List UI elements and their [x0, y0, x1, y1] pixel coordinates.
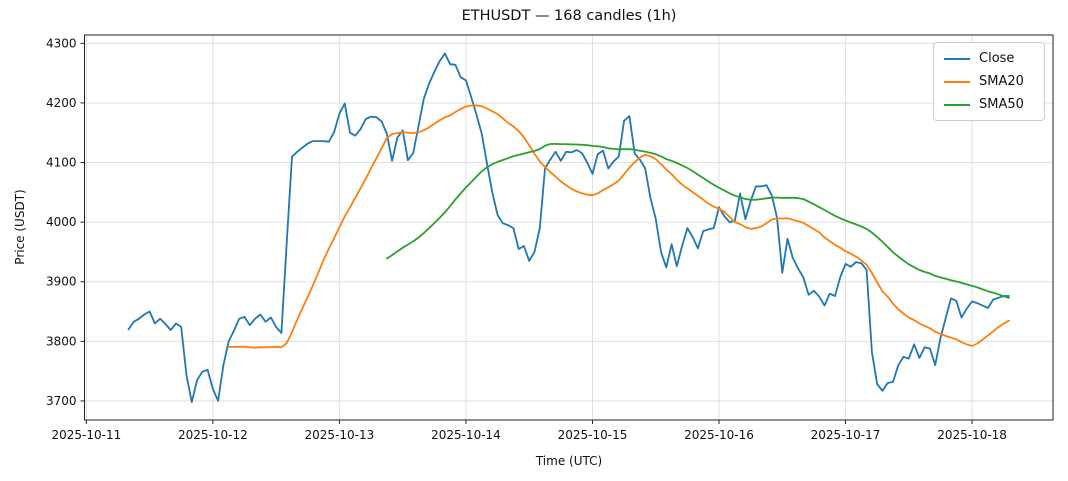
y-tick-label: 3700 — [46, 394, 77, 408]
sma20-line-swatch — [944, 80, 970, 83]
y-tick-label: 3800 — [46, 334, 77, 348]
y-tick-label: 3900 — [46, 275, 77, 289]
x-tick-label: 2025-10-11 — [51, 428, 121, 442]
y-tick-label: 4100 — [46, 156, 77, 170]
sma20-line — [227, 104, 1010, 349]
x-axis-label: Time (UTC) — [535, 454, 603, 468]
x-tick-label: 2025-10-13 — [305, 428, 375, 442]
x-tick-label: 2025-10-16 — [684, 428, 754, 442]
legend-label-close: Close — [979, 51, 1015, 66]
x-tick-label: 2025-10-18 — [937, 428, 1007, 442]
y-tick-label: 4000 — [46, 215, 77, 229]
legend-label-sma20: SMA20 — [979, 74, 1024, 89]
y-tick-label: 4200 — [46, 96, 77, 110]
legend-label-sma50: SMA50 — [979, 97, 1024, 112]
sma50-line-swatch — [944, 103, 970, 106]
y-tick-label: 4300 — [46, 36, 77, 50]
close-line — [127, 52, 1010, 404]
sma50-line — [385, 142, 1010, 299]
legend-item-sma20: SMA20 — [944, 74, 1034, 89]
legend-item-sma50: SMA50 — [944, 97, 1034, 112]
x-tick-label: 2025-10-15 — [558, 428, 628, 442]
close-line-swatch — [944, 57, 970, 60]
x-tick-label: 2025-10-12 — [178, 428, 248, 442]
chart-title: ETHUSDT — 168 candles (1h) — [461, 8, 677, 24]
legend: Close SMA20 SMA50 — [933, 42, 1045, 121]
axes-spines — [84, 34, 1054, 421]
x-tick-label: 2025-10-17 — [811, 428, 881, 442]
x-tick-label: 2025-10-14 — [431, 428, 501, 442]
legend-item-close: Close — [944, 51, 1034, 66]
y-axis-label: Price (USDT) — [13, 189, 27, 265]
